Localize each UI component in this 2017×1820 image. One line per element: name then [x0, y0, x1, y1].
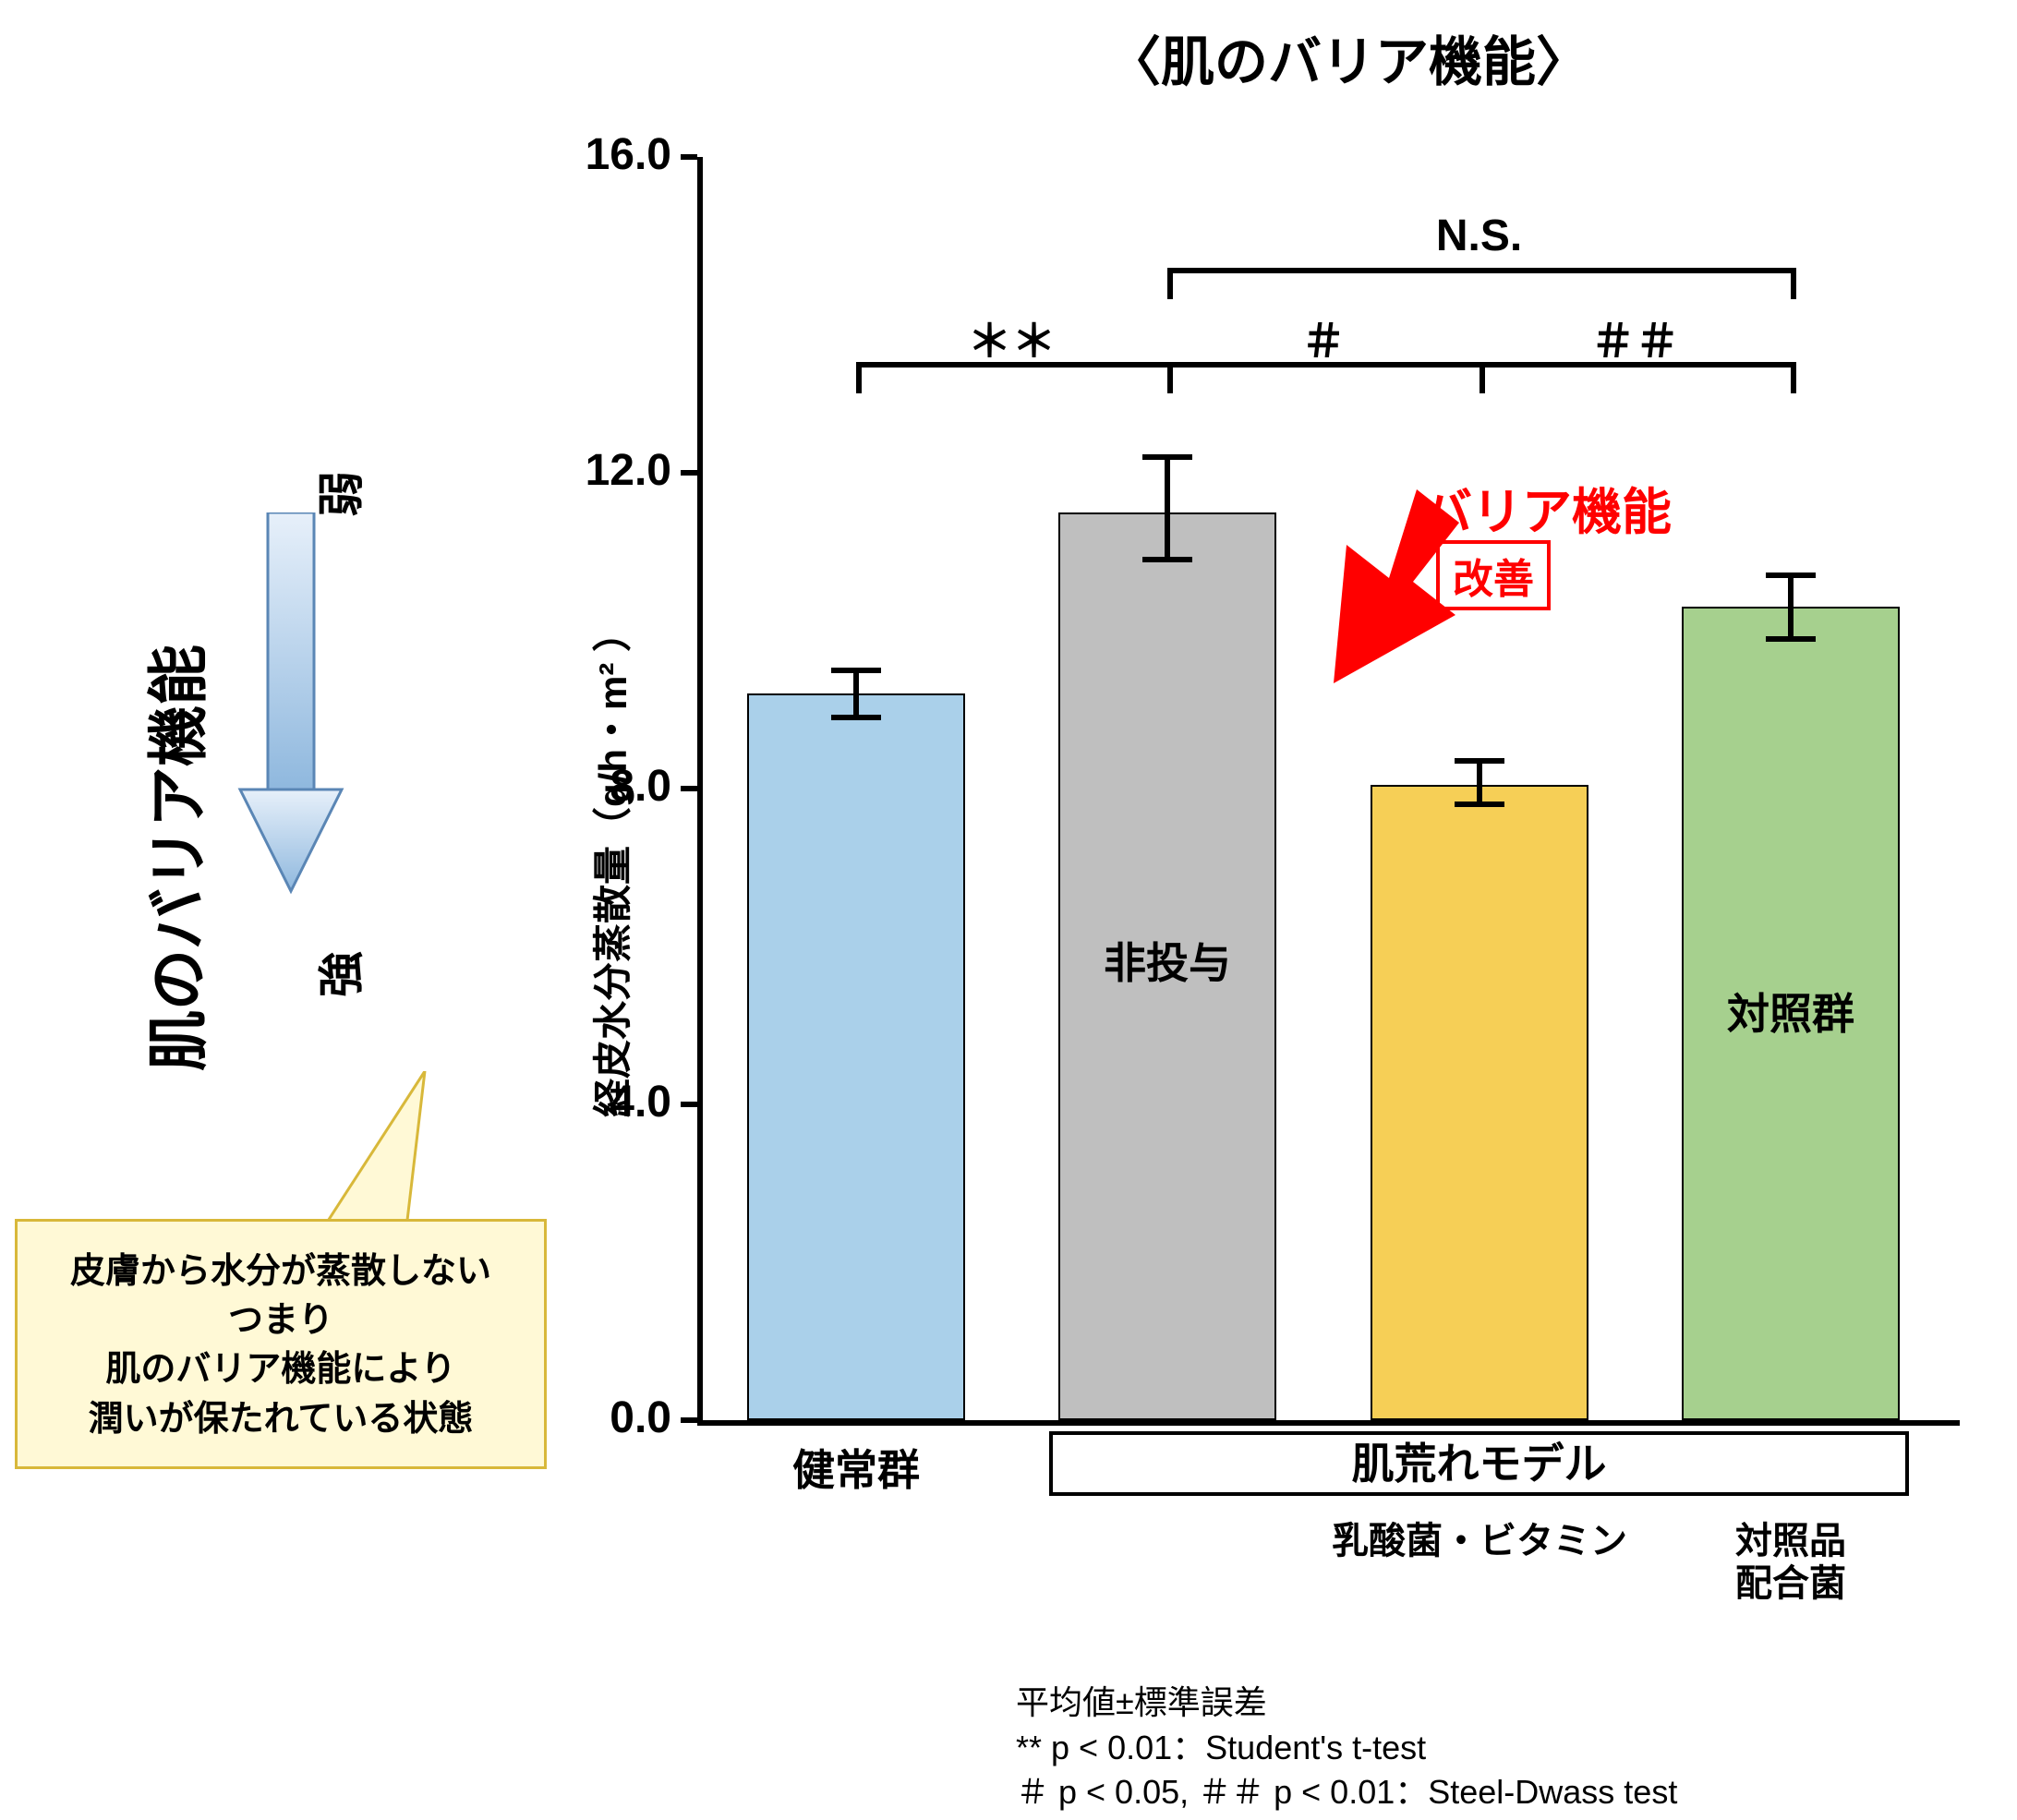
significance-label: ＊＊ [874, 305, 1151, 369]
footnotes: 平均値±標準誤差 ** p < 0.01：Student's t-test ＃ … [1016, 1681, 1677, 1815]
y-tick-label: 8.0 [561, 761, 671, 812]
error-bar-cap [1766, 636, 1816, 642]
x-sub-label: 配合菌 [1597, 1553, 1985, 1607]
y-tick-mark [681, 470, 697, 476]
strong-label: 強 [305, 951, 371, 997]
error-bar-line [1477, 761, 1482, 804]
y-tick-mark [681, 1417, 697, 1423]
significance-bracket-drop [1167, 362, 1173, 393]
x-axis-line [697, 1420, 1960, 1426]
callout-line-3: 肌のバリア機能により [36, 1345, 525, 1394]
significance-bracket-drop [856, 362, 862, 393]
bar-inner-label: 対照群 [1682, 981, 1900, 1042]
significance-bracket-drop [1167, 268, 1173, 299]
y-tick-label: 4.0 [561, 1077, 671, 1127]
significance-bracket-drop [1791, 362, 1796, 393]
error-bar-cap [1766, 573, 1816, 578]
callout-line-2: つまり [36, 1296, 525, 1345]
y-tick-mark [681, 154, 697, 160]
significance-label: ＃＃ [1497, 305, 1774, 369]
y-axis-line [697, 157, 703, 1426]
y-tick-mark [681, 1102, 697, 1107]
y-tick-mark [681, 786, 697, 791]
y-axis-label: 経皮水分蒸散量（g/h・m² ） [582, 613, 638, 1117]
error-bar-cap [831, 668, 881, 673]
callout-tail-icon [323, 1071, 443, 1228]
callout-line-4: 潤いが保たれている状態 [36, 1395, 525, 1444]
error-bar-line [1165, 457, 1170, 560]
significance-bracket-drop [1791, 268, 1796, 299]
left-vertical-title: 肌のバリア機能 [129, 645, 218, 1071]
error-bar-cap [1455, 802, 1504, 807]
footnote-line-2: ** p < 0.01：Student's t-test [1016, 1726, 1677, 1771]
error-bar-line [853, 670, 859, 717]
error-bar-line [1788, 575, 1794, 638]
significance-label: N.S. [1341, 211, 1618, 261]
significance-bracket [1167, 268, 1796, 273]
bar-inner-label: 非投与 [1058, 930, 1276, 991]
significance-label: ＃ [1185, 305, 1462, 369]
chart-bar [747, 693, 965, 1420]
x-category-healthy: 健常群 [718, 1437, 995, 1498]
footnote-line-3: ＃ p < 0.05, ＃＃ p < 0.01：Steel-Dwass test [1016, 1770, 1677, 1815]
error-bar-cap [831, 715, 881, 720]
callout-line-1: 皮膚から水分が蒸散しない [36, 1247, 525, 1296]
model-group-box: 肌荒れモデル [1049, 1431, 1909, 1496]
y-tick-label: 16.0 [561, 129, 671, 180]
barrier-arrow-icon [231, 512, 351, 900]
chart-title: 〈肌のバリア機能〉 [887, 18, 1810, 96]
y-tick-label: 0.0 [561, 1392, 671, 1443]
footnote-line-1: 平均値±標準誤差 [1016, 1681, 1677, 1726]
y-tick-label: 12.0 [561, 445, 671, 496]
weak-label: 弱 [305, 471, 371, 517]
error-bar-cap [1142, 557, 1192, 562]
callout-box: 皮膚から水分が蒸散しない つまり 肌のバリア機能により 潤いが保たれている状態 [15, 1219, 547, 1469]
red-annotation-arrow-icon [1302, 489, 1496, 729]
significance-bracket-drop [1480, 362, 1485, 393]
error-bar-cap [1455, 758, 1504, 764]
error-bar-cap [1142, 454, 1192, 460]
chart-bar [1371, 785, 1588, 1420]
